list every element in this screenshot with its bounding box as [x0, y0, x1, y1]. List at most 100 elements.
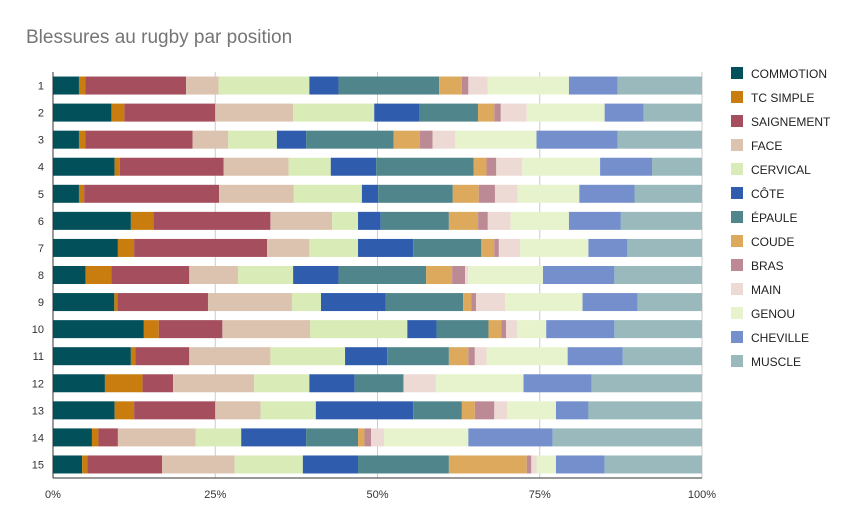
- bar-segment: [114, 401, 135, 420]
- bar-segment: [53, 293, 115, 312]
- bar-segment: [189, 266, 238, 284]
- bar-segment: [448, 211, 479, 230]
- bar-segment: [222, 320, 311, 339]
- bar-segment: [542, 266, 615, 284]
- bar-segment: [426, 266, 453, 284]
- legend-swatch: [731, 91, 743, 103]
- bar-segment: [134, 401, 216, 420]
- bar-segment: [78, 184, 85, 203]
- legend-label: BRAS: [751, 259, 784, 273]
- y-tick-label: 11: [33, 351, 44, 363]
- legend-label: COMMOTION: [751, 67, 827, 81]
- legend-label: COUDE: [751, 235, 794, 249]
- bar-segment: [468, 76, 488, 95]
- bar-segment: [85, 76, 187, 95]
- bar-segment: [620, 211, 702, 230]
- y-tick-label: 6: [38, 216, 44, 228]
- bar-segment: [461, 76, 469, 95]
- x-tick-label: 50%: [366, 489, 388, 501]
- bar-segment: [436, 320, 489, 339]
- legend-label: FACE: [751, 139, 782, 153]
- bar-segment: [474, 347, 487, 366]
- bar-segment: [473, 157, 487, 176]
- bar-segment: [215, 401, 261, 420]
- bar-segment: [478, 184, 495, 203]
- bar-segment: [124, 103, 216, 122]
- bar-segment: [481, 238, 495, 257]
- bar-segment: [153, 211, 271, 230]
- bar-segment: [315, 401, 414, 420]
- bar-segment: [452, 266, 466, 284]
- legend-label: MUSCLE: [751, 355, 801, 369]
- bar-segment: [463, 293, 472, 312]
- bar-segment: [354, 374, 404, 393]
- bar-segment: [291, 293, 321, 312]
- legend-swatch: [731, 115, 743, 127]
- bar-segment: [234, 455, 303, 474]
- bar-segment: [378, 184, 453, 203]
- bars: [53, 76, 702, 474]
- bar-segment: [568, 211, 621, 230]
- bar-segment: [478, 103, 495, 122]
- legend-label: MAIN: [751, 283, 781, 297]
- legend-label: GENOU: [751, 307, 795, 321]
- bar-segment: [104, 374, 143, 393]
- x-tick-label: 25%: [204, 489, 226, 501]
- bar-segment: [293, 266, 339, 284]
- legend-swatch: [731, 307, 743, 319]
- bar-segment: [617, 76, 702, 95]
- bar-segment: [413, 401, 462, 420]
- legend-label: SAIGNEMENT: [751, 115, 831, 129]
- bar-segment: [53, 374, 105, 393]
- bar-segment: [536, 130, 618, 149]
- bar-segment: [407, 320, 437, 339]
- bar-segment: [393, 130, 420, 149]
- bar-segment: [494, 238, 499, 257]
- bar-segment: [627, 238, 702, 257]
- bar-segment: [385, 293, 464, 312]
- bar-segment: [332, 211, 359, 230]
- bar-segment: [91, 428, 99, 447]
- y-tick-label: 2: [38, 108, 44, 120]
- legend-label: CÔTE: [751, 186, 784, 201]
- bar-segment: [505, 293, 583, 312]
- bar-segment: [117, 238, 135, 257]
- bar-segment: [358, 238, 414, 257]
- bar-segment: [455, 130, 537, 149]
- bar-segment: [309, 238, 359, 257]
- bar-segment: [338, 76, 440, 95]
- bar-segment: [494, 103, 501, 122]
- bar-segment: [600, 157, 653, 176]
- legend-swatch: [731, 187, 743, 199]
- bar-segment: [254, 374, 310, 393]
- bar-segment: [486, 157, 497, 176]
- bar-segment: [526, 103, 605, 122]
- x-tick-label: 75%: [529, 489, 551, 501]
- bar-segment: [135, 347, 190, 366]
- bar-segment: [78, 130, 86, 149]
- legend-swatch: [731, 67, 743, 79]
- bar-segment: [523, 374, 592, 393]
- bar-segment: [53, 347, 131, 366]
- bar-segment: [448, 455, 527, 474]
- bar-segment: [614, 320, 702, 339]
- bar-segment: [310, 320, 408, 339]
- bar-segment: [320, 293, 386, 312]
- bar-segment: [309, 76, 339, 95]
- bar-segment: [53, 130, 79, 149]
- bar-segment: [192, 130, 229, 149]
- legend-label: TC SIMPLE: [751, 91, 814, 105]
- bar-segment: [501, 320, 507, 339]
- bar-segment: [471, 293, 476, 312]
- y-tick-label: 13: [32, 405, 44, 417]
- bar-segment: [260, 401, 316, 420]
- bar-segment: [419, 103, 479, 122]
- bar-segment: [53, 238, 118, 257]
- bar-segment: [114, 157, 120, 176]
- bar-segment: [588, 238, 628, 257]
- bar-segment: [413, 238, 482, 257]
- bar-segment: [475, 293, 506, 312]
- bar-segment: [302, 455, 359, 474]
- bar-segment: [293, 184, 362, 203]
